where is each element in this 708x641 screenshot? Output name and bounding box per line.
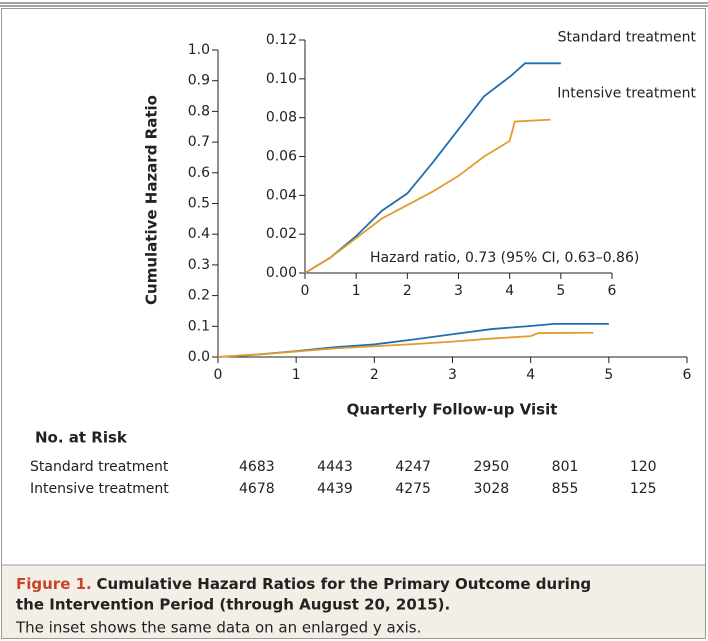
x-tick-label: 0 xyxy=(214,367,223,383)
y-tick-label: 0.02 xyxy=(266,226,297,242)
caption-box xyxy=(2,565,705,638)
y-tick-label: 0.7 xyxy=(188,134,210,150)
x-tick-label: 4 xyxy=(505,283,514,299)
y-tick-label: 0.4 xyxy=(188,226,210,242)
y-tick-label: 0.1 xyxy=(188,318,210,334)
x-tick-label: 2 xyxy=(403,283,412,299)
risk-count: 855 xyxy=(552,481,579,497)
x-tick-label: 6 xyxy=(683,367,692,383)
x-tick-label: 2 xyxy=(370,367,379,383)
annotation: Hazard ratio, 0.73 (95% CI, 0.63–0.86) xyxy=(370,250,639,266)
caption-title-line2: the Intervention Period (through August … xyxy=(16,596,450,614)
risk-row-label: Intensive treatment xyxy=(30,481,169,497)
risk-count: 3028 xyxy=(474,481,510,497)
risk-count: 125 xyxy=(630,481,657,497)
x-tick-label: 5 xyxy=(556,283,565,299)
y-tick-label: 0.12 xyxy=(266,32,297,48)
y-tick-label: 0.9 xyxy=(188,73,210,89)
y-tick-label: 0.0 xyxy=(188,349,210,365)
hazard-line xyxy=(217,322,609,358)
risk-count: 4275 xyxy=(395,481,431,497)
x-tick-label: 0 xyxy=(301,283,310,299)
risk-title: No. at Risk xyxy=(35,429,128,447)
y-tick-label: 0.06 xyxy=(266,149,297,165)
hazard-line xyxy=(304,62,561,274)
caption-title: Figure 1. Cumulative Hazard Ratios for t… xyxy=(16,575,591,593)
risk-row-label: Standard treatment xyxy=(30,459,169,475)
x-tick-label: 1 xyxy=(352,283,361,299)
x-tick-label: 6 xyxy=(608,283,617,299)
y-axis-label: Cumulative Hazard Ratio xyxy=(143,95,161,305)
series-label: Standard treatment xyxy=(558,29,697,45)
y-tick-label: 0.08 xyxy=(266,110,297,126)
frame xyxy=(1,8,706,639)
y-tick-label: 0.2 xyxy=(188,288,210,304)
risk-count: 120 xyxy=(630,459,657,475)
hazard-line xyxy=(304,118,551,274)
y-tick-label: 0.3 xyxy=(188,257,210,273)
risk-count: 4683 xyxy=(239,459,275,475)
risk-count: 4443 xyxy=(317,459,353,475)
y-tick-label: 0.04 xyxy=(266,187,297,203)
x-tick-label: 1 xyxy=(292,367,301,383)
series-label: Intensive treatment xyxy=(557,86,696,102)
y-tick-label: 0.5 xyxy=(188,196,210,212)
caption-label: Figure 1. xyxy=(16,575,92,593)
risk-count: 4439 xyxy=(317,481,353,497)
caption-title-text: Cumulative Hazard Ratios for the Primary… xyxy=(97,575,592,593)
x-tick-label: 5 xyxy=(604,367,613,383)
x-axis-label: Quarterly Follow-up Visit xyxy=(347,401,558,419)
x-tick-label: 3 xyxy=(448,367,457,383)
y-tick-label: 0.10 xyxy=(266,71,297,87)
caption-text: The inset shows the same data on an enla… xyxy=(15,619,421,637)
risk-count: 4678 xyxy=(239,481,275,497)
y-tick-label: 0.6 xyxy=(188,165,210,181)
y-tick-label: 1.0 xyxy=(188,42,210,58)
risk-count: 4247 xyxy=(395,459,431,475)
risk-count: 801 xyxy=(552,459,579,475)
x-tick-label: 3 xyxy=(454,283,463,299)
hazard-line xyxy=(217,331,594,358)
x-tick-label: 4 xyxy=(526,367,535,383)
risk-count: 2950 xyxy=(474,459,510,475)
y-tick-label: 0.00 xyxy=(266,265,297,281)
y-tick-label: 0.8 xyxy=(188,103,210,119)
